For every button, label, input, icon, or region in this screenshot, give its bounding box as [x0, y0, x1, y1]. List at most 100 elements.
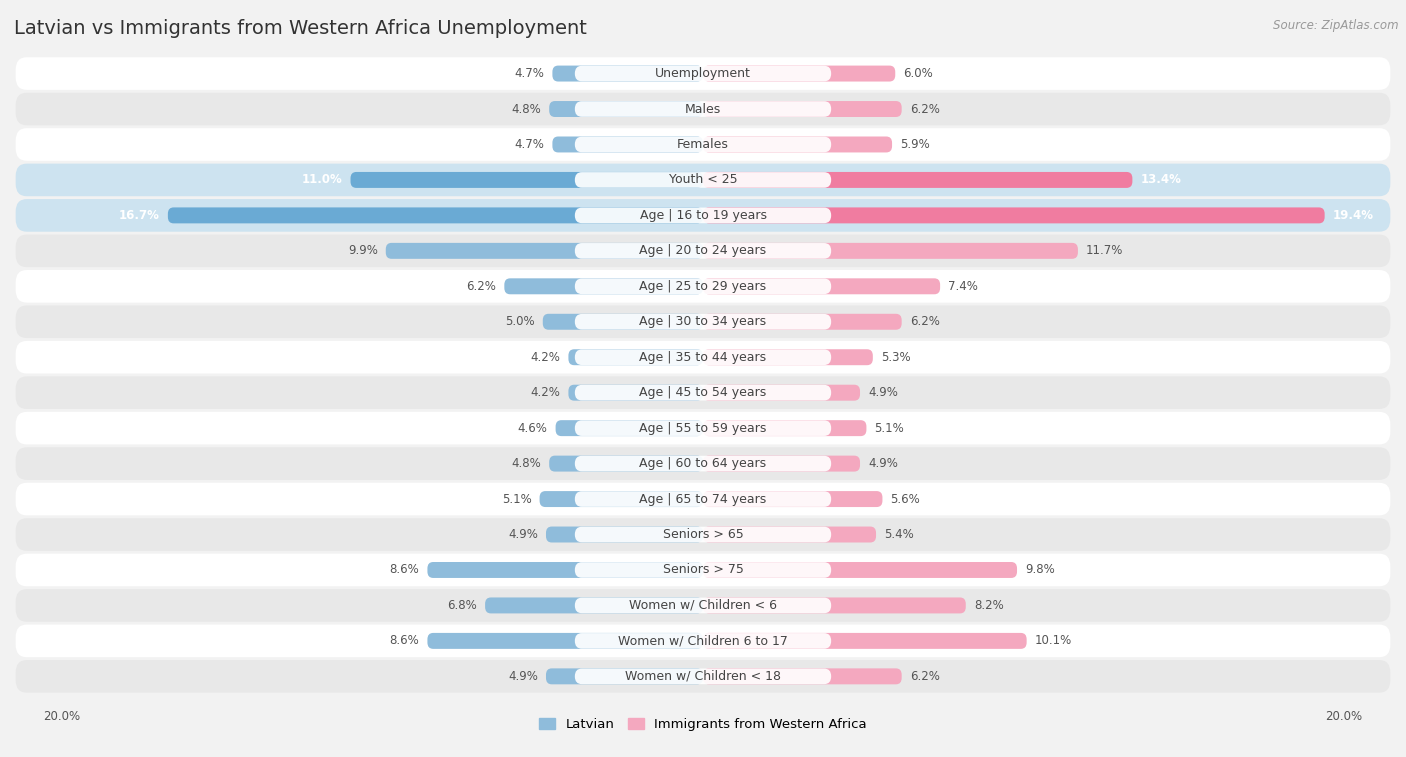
- FancyBboxPatch shape: [703, 385, 860, 400]
- FancyBboxPatch shape: [15, 625, 1391, 657]
- FancyBboxPatch shape: [575, 137, 831, 152]
- FancyBboxPatch shape: [427, 562, 703, 578]
- Text: 5.3%: 5.3%: [880, 350, 911, 363]
- FancyBboxPatch shape: [15, 235, 1391, 267]
- FancyBboxPatch shape: [575, 243, 831, 259]
- Text: 7.4%: 7.4%: [948, 280, 979, 293]
- FancyBboxPatch shape: [427, 633, 703, 649]
- FancyBboxPatch shape: [555, 420, 703, 436]
- Text: 11.0%: 11.0%: [302, 173, 343, 186]
- Text: 11.7%: 11.7%: [1085, 245, 1123, 257]
- Text: 6.8%: 6.8%: [447, 599, 477, 612]
- FancyBboxPatch shape: [553, 136, 703, 152]
- Text: 5.1%: 5.1%: [502, 493, 531, 506]
- Text: Seniors > 65: Seniors > 65: [662, 528, 744, 541]
- Text: Latvian vs Immigrants from Western Africa Unemployment: Latvian vs Immigrants from Western Afric…: [14, 19, 586, 38]
- Text: Women w/ Children 6 to 17: Women w/ Children 6 to 17: [619, 634, 787, 647]
- Text: 4.2%: 4.2%: [530, 386, 561, 399]
- FancyBboxPatch shape: [575, 350, 831, 365]
- FancyBboxPatch shape: [575, 385, 831, 400]
- Text: Age | 30 to 34 years: Age | 30 to 34 years: [640, 315, 766, 329]
- FancyBboxPatch shape: [540, 491, 703, 507]
- FancyBboxPatch shape: [15, 92, 1391, 126]
- FancyBboxPatch shape: [15, 447, 1391, 480]
- Text: Females: Females: [678, 138, 728, 151]
- Text: Age | 35 to 44 years: Age | 35 to 44 years: [640, 350, 766, 363]
- Text: 6.2%: 6.2%: [910, 102, 939, 116]
- FancyBboxPatch shape: [15, 270, 1391, 303]
- FancyBboxPatch shape: [575, 668, 831, 684]
- Text: 19.4%: 19.4%: [1333, 209, 1374, 222]
- Text: 4.9%: 4.9%: [868, 457, 898, 470]
- Text: 6.2%: 6.2%: [467, 280, 496, 293]
- Text: 4.9%: 4.9%: [508, 528, 538, 541]
- FancyBboxPatch shape: [703, 456, 860, 472]
- FancyBboxPatch shape: [575, 207, 831, 223]
- Text: Age | 65 to 74 years: Age | 65 to 74 years: [640, 493, 766, 506]
- FancyBboxPatch shape: [703, 101, 901, 117]
- Text: 4.7%: 4.7%: [515, 138, 544, 151]
- Text: 6.2%: 6.2%: [910, 670, 939, 683]
- FancyBboxPatch shape: [350, 172, 703, 188]
- Text: 9.8%: 9.8%: [1025, 563, 1054, 577]
- Text: 8.6%: 8.6%: [389, 563, 419, 577]
- FancyBboxPatch shape: [575, 491, 831, 507]
- FancyBboxPatch shape: [703, 420, 866, 436]
- Text: 16.7%: 16.7%: [120, 209, 160, 222]
- FancyBboxPatch shape: [15, 306, 1391, 338]
- FancyBboxPatch shape: [703, 633, 1026, 649]
- FancyBboxPatch shape: [575, 527, 831, 542]
- FancyBboxPatch shape: [703, 279, 941, 294]
- FancyBboxPatch shape: [15, 376, 1391, 409]
- FancyBboxPatch shape: [703, 207, 1324, 223]
- Text: Unemployment: Unemployment: [655, 67, 751, 80]
- FancyBboxPatch shape: [575, 456, 831, 472]
- FancyBboxPatch shape: [15, 164, 1391, 196]
- FancyBboxPatch shape: [15, 128, 1391, 160]
- Text: 4.8%: 4.8%: [512, 457, 541, 470]
- FancyBboxPatch shape: [385, 243, 703, 259]
- Text: Women w/ Children < 6: Women w/ Children < 6: [628, 599, 778, 612]
- FancyBboxPatch shape: [703, 314, 901, 330]
- Text: 4.2%: 4.2%: [530, 350, 561, 363]
- FancyBboxPatch shape: [568, 385, 703, 400]
- Legend: Latvian, Immigrants from Western Africa: Latvian, Immigrants from Western Africa: [534, 713, 872, 737]
- Text: 8.2%: 8.2%: [974, 599, 1004, 612]
- FancyBboxPatch shape: [703, 172, 1132, 188]
- FancyBboxPatch shape: [546, 668, 703, 684]
- FancyBboxPatch shape: [575, 562, 831, 578]
- FancyBboxPatch shape: [15, 58, 1391, 90]
- Text: 5.6%: 5.6%: [890, 493, 920, 506]
- FancyBboxPatch shape: [575, 314, 831, 329]
- FancyBboxPatch shape: [15, 589, 1391, 621]
- FancyBboxPatch shape: [575, 172, 831, 188]
- FancyBboxPatch shape: [703, 243, 1078, 259]
- FancyBboxPatch shape: [575, 420, 831, 436]
- Text: 4.6%: 4.6%: [517, 422, 547, 435]
- Text: 4.7%: 4.7%: [515, 67, 544, 80]
- FancyBboxPatch shape: [703, 136, 891, 152]
- Text: Age | 60 to 64 years: Age | 60 to 64 years: [640, 457, 766, 470]
- FancyBboxPatch shape: [543, 314, 703, 330]
- FancyBboxPatch shape: [553, 66, 703, 82]
- Text: Age | 16 to 19 years: Age | 16 to 19 years: [640, 209, 766, 222]
- FancyBboxPatch shape: [15, 553, 1391, 586]
- Text: 13.4%: 13.4%: [1140, 173, 1181, 186]
- Text: 5.4%: 5.4%: [884, 528, 914, 541]
- Text: 6.2%: 6.2%: [910, 315, 939, 329]
- Text: 8.6%: 8.6%: [389, 634, 419, 647]
- Text: 10.1%: 10.1%: [1035, 634, 1071, 647]
- FancyBboxPatch shape: [546, 527, 703, 543]
- FancyBboxPatch shape: [703, 562, 1017, 578]
- Text: Source: ZipAtlas.com: Source: ZipAtlas.com: [1274, 19, 1399, 32]
- Text: 9.9%: 9.9%: [347, 245, 378, 257]
- FancyBboxPatch shape: [703, 527, 876, 543]
- FancyBboxPatch shape: [15, 412, 1391, 444]
- FancyBboxPatch shape: [575, 279, 831, 294]
- Text: Males: Males: [685, 102, 721, 116]
- FancyBboxPatch shape: [550, 101, 703, 117]
- FancyBboxPatch shape: [703, 597, 966, 613]
- FancyBboxPatch shape: [505, 279, 703, 294]
- Text: Age | 55 to 59 years: Age | 55 to 59 years: [640, 422, 766, 435]
- Text: Youth < 25: Youth < 25: [669, 173, 737, 186]
